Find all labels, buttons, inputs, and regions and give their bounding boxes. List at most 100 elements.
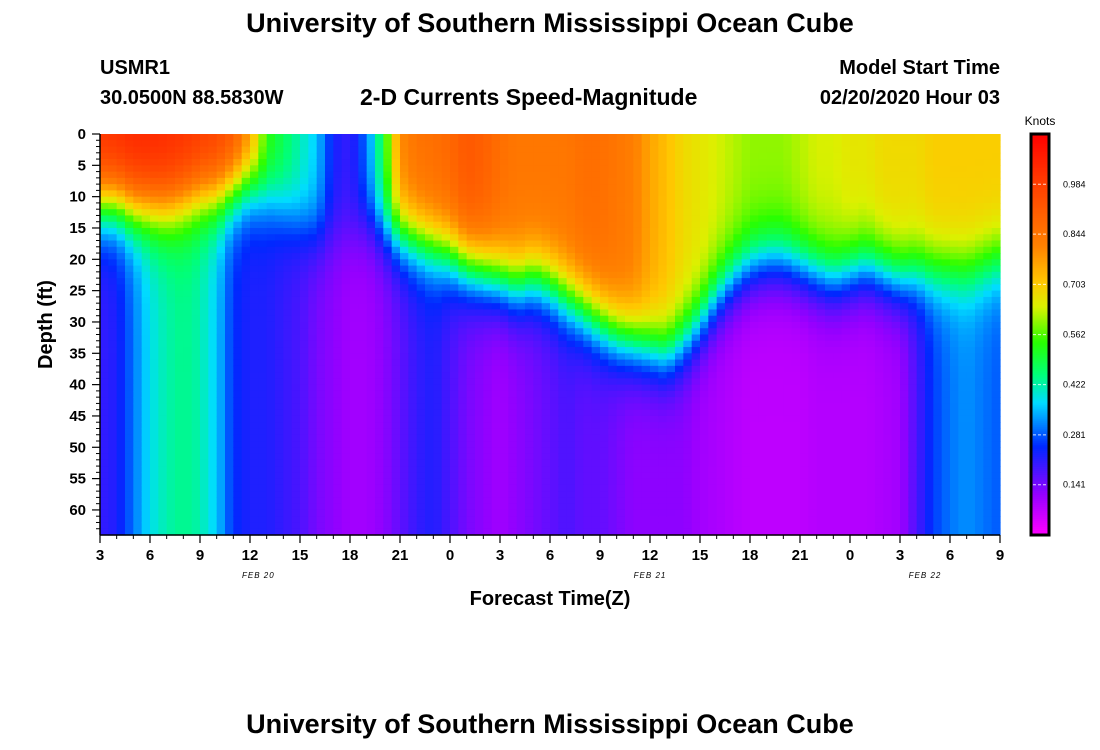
heatmap-cell [525,284,534,292]
heatmap-cell [666,422,676,430]
heatmap-cell [300,472,309,480]
heatmap-cell [375,227,384,235]
heatmap-cell [550,171,559,179]
heatmap-cell [558,271,568,279]
heatmap-cell [183,246,193,254]
heatmap-cell [175,397,184,405]
heatmap-cell [108,403,118,411]
heatmap-cell [208,303,218,311]
heatmap-cell [233,516,243,524]
heatmap-cell [441,434,451,442]
heatmap-cell [283,134,293,141]
heatmap-cell [133,378,143,386]
heatmap-cell [225,259,234,267]
heatmap-cell [641,459,651,467]
heatmap-cell [641,378,651,386]
heatmap-cell [508,441,518,448]
heatmap-cell [316,372,326,379]
heatmap-cell [500,365,509,373]
heatmap-cell [125,528,134,536]
heatmap-cell [500,453,509,461]
heatmap-cell [325,328,334,336]
heatmap-cell [100,321,109,329]
heatmap-cell [233,472,243,480]
heatmap-cell [525,434,534,442]
heatmap-cell [100,209,109,217]
heatmap-cell [150,209,159,217]
heatmap-cell [450,422,459,430]
heatmap-cell [100,503,109,511]
heatmap-cell [216,184,226,191]
heatmap-cell [675,146,684,154]
heatmap-cell [500,234,509,242]
heatmap-cell [100,340,109,348]
heatmap-cell [541,390,551,398]
heatmap-cell [241,509,251,517]
heatmap-cell [508,328,518,336]
heatmap-cell [525,159,534,166]
heatmap-cell [350,227,359,235]
heatmap-cell [616,321,626,329]
heatmap-cell [308,171,318,179]
heatmap-cell [100,447,109,455]
heatmap-cell [325,321,334,329]
heatmap-cell [700,434,709,442]
heatmap-cell [391,509,401,517]
heatmap-cell [500,459,509,467]
heatmap-cell [450,253,459,260]
heatmap-cell [275,497,284,505]
heatmap-cell [683,165,693,173]
heatmap-cell [300,190,309,198]
heatmap-cell [641,234,651,242]
heatmap-cell [658,284,668,292]
heatmap-cell [683,246,693,254]
heatmap-cell [166,428,176,436]
heatmap-cell [591,503,601,511]
heatmap-cell [533,509,543,517]
heatmap-cell [325,428,334,436]
heatmap-cell [266,202,276,210]
heatmap-cell [208,372,218,379]
heatmap-cell [558,503,568,511]
heatmap-cell [733,234,743,242]
heatmap-cell [233,441,243,448]
heatmap-cell [691,259,701,267]
heatmap-cell [483,509,493,517]
heatmap-cell [241,409,251,417]
heatmap-cell [216,171,226,179]
heatmap-cell [658,165,668,173]
heatmap-cell [508,497,518,505]
heatmap-cell [416,334,426,342]
heatmap-cell [208,265,218,273]
heatmap-cell [116,284,126,292]
heatmap-cell [666,378,676,386]
heatmap-cell [433,422,443,430]
heatmap-cell [300,259,309,267]
heatmap-cell [283,491,293,499]
heatmap-cell [608,171,618,179]
heatmap-cell [650,234,659,242]
heatmap-cell [733,516,743,524]
heatmap-cell [233,497,243,505]
heatmap-cell [675,328,684,336]
heatmap-cell [741,265,751,273]
heatmap-cell [708,202,718,210]
heatmap-cell [266,509,276,517]
heatmap-cell [516,347,526,354]
heatmap-cell [191,428,201,436]
heatmap-cell [491,184,501,191]
heatmap-cell [591,497,601,505]
heatmap-cell [583,365,593,373]
heatmap-cell [383,441,393,448]
heatmap-cell [725,453,734,461]
heatmap-cell [325,190,334,198]
heatmap-cell [525,397,534,405]
heatmap-cell [516,290,526,298]
heatmap-cell [325,209,334,217]
heatmap-cell [683,278,693,285]
heatmap-cell [691,372,701,379]
heatmap-cell [708,159,718,166]
heatmap-cell [366,146,376,154]
heatmap-cell [166,372,176,379]
heatmap-cell [225,441,234,448]
